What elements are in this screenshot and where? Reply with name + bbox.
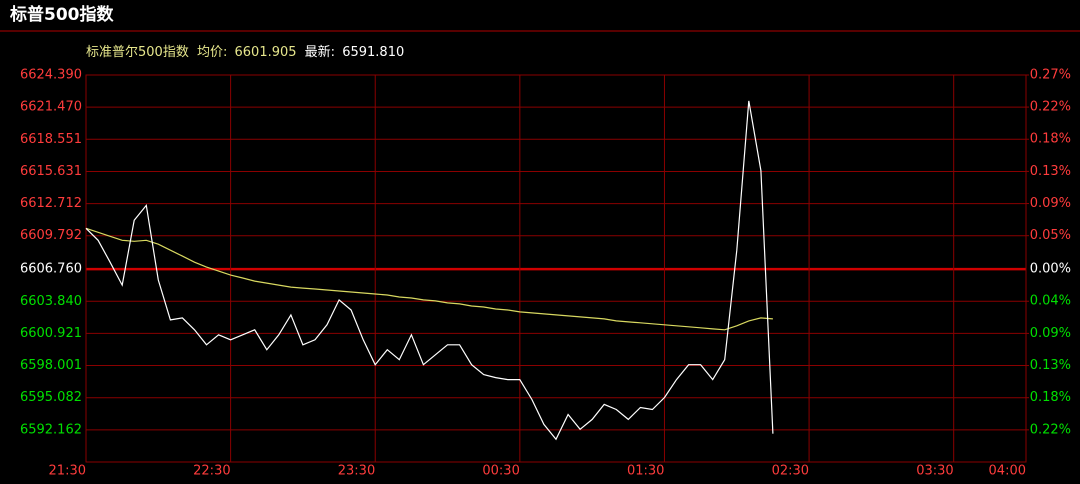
y-tick-label: 6603.840	[20, 294, 82, 309]
chart-title: 标普500指数	[10, 4, 114, 25]
x-tick-label: 04:00	[989, 464, 1026, 479]
y-tick-label: 6592.162	[20, 422, 82, 437]
y-tick-label: 6615.631	[20, 164, 82, 179]
y2-tick-label: 0.22%	[1030, 422, 1071, 437]
y-tick-label: 6600.921	[20, 326, 82, 341]
series-name: 标准普尔500指数	[86, 45, 189, 60]
y2-tick-label: 0.27%	[1030, 68, 1071, 83]
x-tick-label: 23:30	[338, 464, 375, 479]
y-tick-label: 6606.760	[20, 262, 82, 277]
last-label: 最新:	[305, 44, 335, 60]
x-tick-label: 03:30	[916, 464, 953, 479]
average-line	[85, 227, 773, 331]
x-tick-label: 01:30	[627, 464, 664, 479]
y-tick-label: 6624.390	[20, 68, 82, 83]
last-value: 6591.810	[342, 45, 404, 60]
x-tick-label: 02:30	[772, 464, 809, 479]
y-tick-label: 6598.001	[20, 358, 82, 373]
y2-tick-label: 0.13%	[1030, 164, 1071, 179]
x-tick-label: 00:30	[482, 464, 519, 479]
avg-value: 6601.905	[235, 45, 297, 60]
y2-tick-label: 0.09%	[1030, 196, 1071, 211]
y2-tick-label: 0.22%	[1030, 100, 1071, 115]
x-tick-label: 22:30	[193, 464, 230, 479]
x-tick-label: 21:30	[49, 464, 86, 479]
y2-tick-label: 0.00%	[1030, 262, 1071, 277]
price-line	[85, 100, 774, 441]
y-tick-label: 6618.551	[20, 132, 82, 147]
info-line: 标准普尔500指数 均价: 6601.905 最新: 6591.810	[86, 44, 404, 60]
y2-tick-label: 0.09%	[1030, 326, 1071, 341]
avg-label: 均价:	[197, 45, 227, 60]
y2-tick-label: 0.18%	[1030, 390, 1071, 405]
y-tick-label: 6595.082	[20, 390, 82, 405]
y-tick-label: 6609.792	[20, 228, 82, 243]
y-tick-label: 6621.470	[20, 100, 82, 115]
y-tick-label: 6612.712	[20, 196, 82, 211]
y2-tick-label: 0.05%	[1030, 228, 1071, 243]
y2-tick-label: 0.04%	[1030, 294, 1071, 309]
y2-tick-label: 0.18%	[1030, 132, 1071, 147]
y2-tick-label: 0.13%	[1030, 358, 1071, 373]
